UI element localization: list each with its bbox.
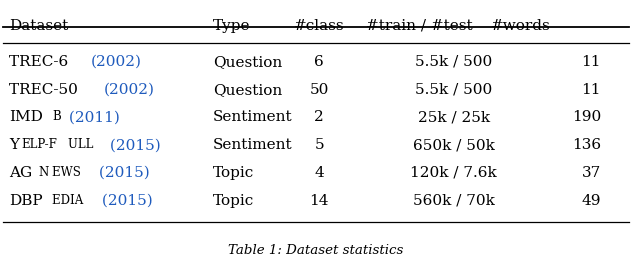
Text: 49: 49 (581, 194, 601, 208)
Text: 560k / 70k: 560k / 70k (413, 194, 495, 208)
Text: ULL: ULL (68, 138, 97, 151)
Text: 37: 37 (582, 166, 601, 180)
Text: (2002): (2002) (91, 55, 142, 69)
Text: 25k / 25k: 25k / 25k (418, 110, 490, 124)
Text: DBP: DBP (9, 194, 43, 208)
Text: #words: #words (491, 19, 551, 33)
Text: Sentiment: Sentiment (212, 138, 292, 152)
Text: Topic: Topic (212, 166, 254, 180)
Text: B: B (52, 110, 61, 123)
Text: 2: 2 (314, 110, 324, 124)
Text: (2011): (2011) (64, 110, 119, 124)
Text: (2015): (2015) (94, 166, 149, 180)
Text: TREC-6: TREC-6 (9, 55, 73, 69)
Text: 190: 190 (572, 110, 601, 124)
Text: (2015): (2015) (97, 194, 152, 208)
Text: Table 1: Dataset statistics: Table 1: Dataset statistics (228, 244, 404, 256)
Text: EWS: EWS (52, 166, 85, 179)
Text: 14: 14 (310, 194, 329, 208)
Text: TREC-50: TREC-50 (9, 83, 83, 97)
Text: IMD: IMD (9, 110, 43, 124)
Text: 11: 11 (581, 55, 601, 69)
Text: Question: Question (212, 83, 282, 97)
Text: Dataset: Dataset (9, 19, 68, 33)
Text: 120k / 7.6k: 120k / 7.6k (410, 166, 497, 180)
Text: Y: Y (9, 138, 19, 152)
Text: (2002): (2002) (104, 83, 154, 97)
Text: #train / #test: #train / #test (366, 19, 473, 33)
Text: Topic: Topic (212, 194, 254, 208)
Text: #class: #class (294, 19, 344, 33)
Text: Sentiment: Sentiment (212, 110, 292, 124)
Text: AG: AG (9, 166, 32, 180)
Text: EDIA: EDIA (52, 194, 87, 207)
Text: (2015): (2015) (105, 138, 161, 152)
Text: ELP-F: ELP-F (22, 138, 58, 151)
Text: 11: 11 (581, 83, 601, 97)
Text: 5: 5 (314, 138, 324, 152)
Text: Question: Question (212, 55, 282, 69)
Text: 136: 136 (572, 138, 601, 152)
Text: 6: 6 (314, 55, 324, 69)
Text: 4: 4 (314, 166, 324, 180)
Text: N: N (39, 166, 49, 179)
Text: Type: Type (212, 19, 250, 33)
Text: 50: 50 (310, 83, 329, 97)
Text: 5.5k / 500: 5.5k / 500 (415, 55, 492, 69)
Text: 650k / 50k: 650k / 50k (413, 138, 495, 152)
Text: 5.5k / 500: 5.5k / 500 (415, 83, 492, 97)
